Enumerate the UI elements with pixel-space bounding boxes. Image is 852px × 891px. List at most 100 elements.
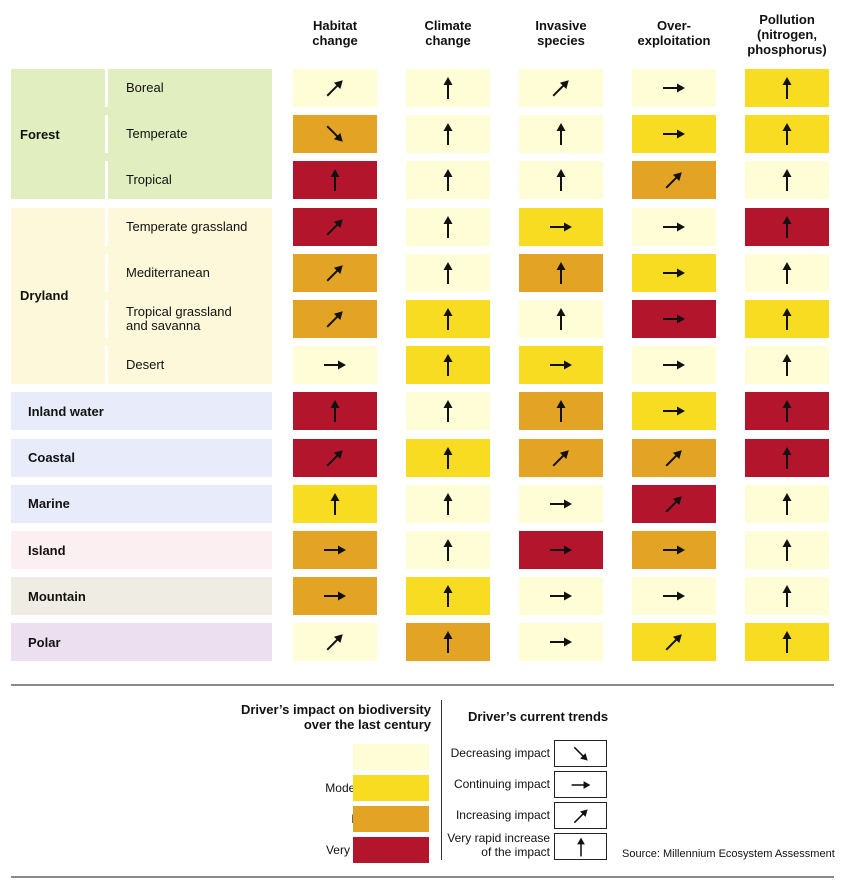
arrow-up-icon <box>443 400 453 423</box>
impact-cell <box>745 577 829 616</box>
impact-cell <box>632 531 716 569</box>
column-header: Pollution (nitrogen, phosphorus) <box>747 12 827 57</box>
category-label: Polar <box>28 634 61 650</box>
arrow-right-icon <box>663 222 685 232</box>
impact-cell <box>519 392 603 431</box>
impact-cell <box>406 300 490 338</box>
arrow-up-icon <box>782 123 792 146</box>
arrow-right-icon <box>550 360 572 370</box>
subcategory-label: Boreal <box>105 69 272 107</box>
arrow-up-right-icon <box>552 80 569 97</box>
arrow-up-icon <box>443 169 453 192</box>
impact-cell <box>406 484 490 523</box>
subcategory-label: Tropical grassland and savanna <box>105 300 272 338</box>
arrow-up-icon <box>556 308 566 330</box>
arrow-down-right-icon <box>573 746 588 761</box>
arrow-up-icon <box>443 539 453 561</box>
category-label: Forest <box>20 126 60 142</box>
impact-cell <box>406 346 490 385</box>
arrow-up-icon <box>443 308 453 330</box>
impact-cell <box>519 161 603 200</box>
impact-cell <box>519 484 603 523</box>
divider <box>11 684 834 686</box>
impact-cell <box>293 484 377 523</box>
trend-box <box>554 802 607 829</box>
arrow-right-icon <box>663 129 685 139</box>
impact-cell <box>406 115 490 154</box>
arrow-up-right-icon <box>326 80 343 97</box>
impact-cell <box>632 207 716 246</box>
arrow-up-right-icon <box>326 218 343 236</box>
arrow-up-icon <box>782 169 792 192</box>
category-label: Inland water <box>28 403 104 419</box>
arrow-up-right-icon <box>326 311 343 328</box>
impact-cell <box>406 207 490 246</box>
arrow-right-icon <box>550 222 572 232</box>
impact-cell <box>519 438 603 477</box>
arrow-up-right-icon <box>573 808 588 823</box>
impact-cell <box>745 300 829 338</box>
impact-cell <box>632 484 716 523</box>
arrow-up-icon <box>782 77 792 99</box>
impact-cell <box>406 69 490 107</box>
arrow-up-right-icon <box>326 265 343 282</box>
impact-cell <box>519 531 603 569</box>
impact-cell <box>745 161 829 200</box>
arrow-up-icon <box>782 215 792 238</box>
impact-cell <box>406 392 490 431</box>
arrow-up-icon <box>782 261 792 284</box>
category-band <box>11 484 272 523</box>
arrow-up-icon <box>330 492 340 515</box>
arrow-up-right-icon <box>326 634 343 651</box>
impact-cell <box>293 161 377 200</box>
impact-cell <box>745 392 829 431</box>
impact-cell <box>632 346 716 385</box>
trend-label: Decreasing impact <box>450 746 550 760</box>
trend-label: Continuing impact <box>453 777 550 791</box>
arrow-right-icon <box>324 591 346 601</box>
impact-cell <box>519 577 603 616</box>
arrow-right-icon <box>324 360 346 370</box>
impact-cell <box>293 346 377 385</box>
impact-cell <box>293 438 377 477</box>
column-header: Climate change <box>424 18 472 48</box>
arrow-up-icon <box>556 123 566 146</box>
impact-cell <box>632 300 716 338</box>
impact-cell <box>406 253 490 292</box>
impact-cell <box>293 207 377 246</box>
category-band <box>11 577 272 616</box>
impact-cell <box>519 115 603 154</box>
impact-cell <box>745 207 829 246</box>
column-header: Over- exploitation <box>637 18 711 48</box>
arrow-up-right-icon <box>665 634 682 651</box>
impact-cell <box>406 161 490 200</box>
arrow-down-right-icon <box>326 125 343 142</box>
impact-cell <box>293 392 377 431</box>
category-band <box>11 623 272 662</box>
impact-cell <box>406 577 490 616</box>
arrow-up-icon <box>443 215 453 238</box>
impact-swatch <box>353 806 429 832</box>
arrow-right-icon <box>663 545 685 555</box>
impact-cell <box>745 69 829 107</box>
impact-cell <box>632 623 716 662</box>
trend-label: Increasing impact <box>455 808 550 822</box>
impact-cell <box>632 161 716 200</box>
arrow-up-right-icon <box>552 449 569 467</box>
arrow-up-icon <box>782 446 792 469</box>
legend-divider <box>441 700 442 860</box>
category-label: Coastal <box>28 450 75 466</box>
category-band <box>11 531 272 569</box>
impact-cell <box>745 253 829 292</box>
arrow-right-icon <box>663 268 685 278</box>
impact-swatch <box>353 775 429 801</box>
impact-cell <box>519 207 603 246</box>
impact-cell <box>519 253 603 292</box>
arrow-right-icon <box>324 545 346 555</box>
impact-swatch <box>353 837 429 863</box>
impact-cell <box>406 623 490 662</box>
impact-cell <box>632 438 716 477</box>
arrow-up-right-icon <box>665 496 682 513</box>
impact-cell <box>519 300 603 338</box>
arrow-right-icon <box>550 637 572 647</box>
